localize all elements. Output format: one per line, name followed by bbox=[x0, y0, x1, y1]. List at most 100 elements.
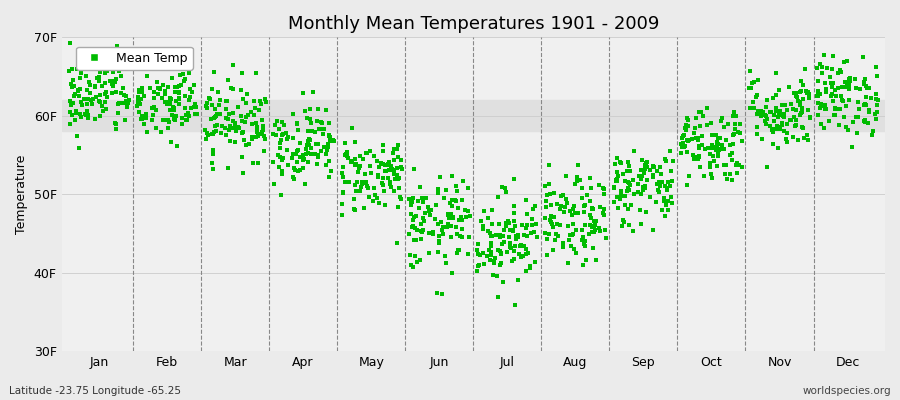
Point bbox=[842, 76, 856, 82]
Point bbox=[525, 216, 539, 222]
Point bbox=[394, 196, 409, 202]
Point bbox=[754, 136, 769, 143]
Point bbox=[223, 123, 238, 129]
Point bbox=[247, 160, 261, 167]
Point bbox=[251, 133, 266, 139]
Point bbox=[135, 113, 149, 120]
Point bbox=[720, 176, 734, 182]
Point bbox=[652, 188, 666, 195]
Point bbox=[492, 221, 507, 227]
Point bbox=[134, 96, 148, 102]
Point bbox=[267, 122, 282, 128]
Point bbox=[621, 206, 635, 212]
Point bbox=[226, 118, 240, 124]
Point bbox=[716, 124, 731, 130]
Point bbox=[179, 112, 194, 118]
Point bbox=[406, 237, 420, 244]
Point bbox=[609, 176, 624, 182]
Point bbox=[511, 234, 526, 240]
Point bbox=[156, 117, 170, 123]
Point bbox=[562, 237, 576, 244]
Point bbox=[114, 90, 129, 96]
Point bbox=[574, 194, 589, 201]
Point bbox=[166, 105, 181, 111]
Point bbox=[779, 107, 794, 114]
Point bbox=[207, 129, 221, 135]
Point bbox=[271, 151, 285, 158]
Point bbox=[565, 206, 580, 212]
Point bbox=[444, 211, 458, 217]
Point bbox=[500, 222, 514, 229]
Point bbox=[286, 165, 301, 172]
Point bbox=[74, 114, 88, 120]
Point bbox=[266, 159, 281, 165]
Point bbox=[178, 105, 193, 111]
Point bbox=[721, 120, 735, 127]
Point bbox=[561, 260, 575, 266]
Point bbox=[376, 141, 391, 148]
Point bbox=[356, 156, 370, 162]
Point bbox=[501, 234, 516, 241]
Point bbox=[598, 191, 612, 198]
Point bbox=[394, 196, 409, 202]
Point bbox=[711, 134, 725, 141]
Point bbox=[413, 257, 428, 263]
Point bbox=[826, 98, 841, 104]
Point bbox=[715, 142, 729, 148]
Point bbox=[634, 172, 648, 179]
Point bbox=[800, 136, 814, 143]
Point bbox=[269, 132, 284, 138]
Point bbox=[508, 223, 522, 230]
Point bbox=[716, 145, 731, 152]
Point bbox=[382, 181, 397, 188]
Point bbox=[576, 262, 590, 268]
Point bbox=[235, 154, 249, 160]
Point bbox=[324, 136, 338, 143]
Point bbox=[297, 155, 311, 162]
Point bbox=[201, 132, 215, 138]
Point bbox=[304, 145, 319, 152]
Point bbox=[507, 210, 521, 216]
Point bbox=[704, 120, 718, 126]
Point bbox=[376, 148, 391, 154]
Point bbox=[608, 184, 622, 190]
Point bbox=[663, 183, 678, 190]
Point bbox=[555, 240, 570, 246]
Point bbox=[316, 130, 330, 137]
Point bbox=[674, 149, 688, 156]
Point bbox=[513, 243, 527, 250]
Point bbox=[272, 164, 286, 170]
Point bbox=[346, 196, 361, 202]
Point bbox=[426, 228, 440, 235]
Point bbox=[451, 205, 465, 212]
Point bbox=[408, 224, 422, 231]
Point bbox=[168, 114, 183, 120]
Point bbox=[84, 66, 98, 72]
Point bbox=[130, 94, 145, 100]
Point bbox=[374, 160, 388, 166]
Point bbox=[338, 152, 353, 158]
Point bbox=[304, 119, 319, 126]
Point bbox=[298, 181, 312, 187]
Point bbox=[570, 178, 584, 184]
Point bbox=[431, 249, 446, 255]
Point bbox=[545, 221, 560, 228]
Point bbox=[320, 141, 335, 147]
Point bbox=[239, 100, 254, 106]
Point bbox=[810, 65, 824, 72]
Point bbox=[621, 185, 635, 191]
Point bbox=[308, 128, 322, 135]
Point bbox=[158, 91, 173, 98]
Point bbox=[423, 212, 437, 219]
Point bbox=[344, 159, 358, 166]
Point bbox=[674, 140, 688, 147]
Point bbox=[65, 66, 79, 72]
Point bbox=[65, 84, 79, 90]
Point bbox=[65, 112, 79, 118]
Point bbox=[767, 112, 781, 118]
Point bbox=[404, 211, 419, 218]
Point bbox=[708, 132, 723, 138]
Point bbox=[97, 91, 112, 97]
Point bbox=[680, 138, 695, 145]
Point bbox=[666, 158, 680, 164]
